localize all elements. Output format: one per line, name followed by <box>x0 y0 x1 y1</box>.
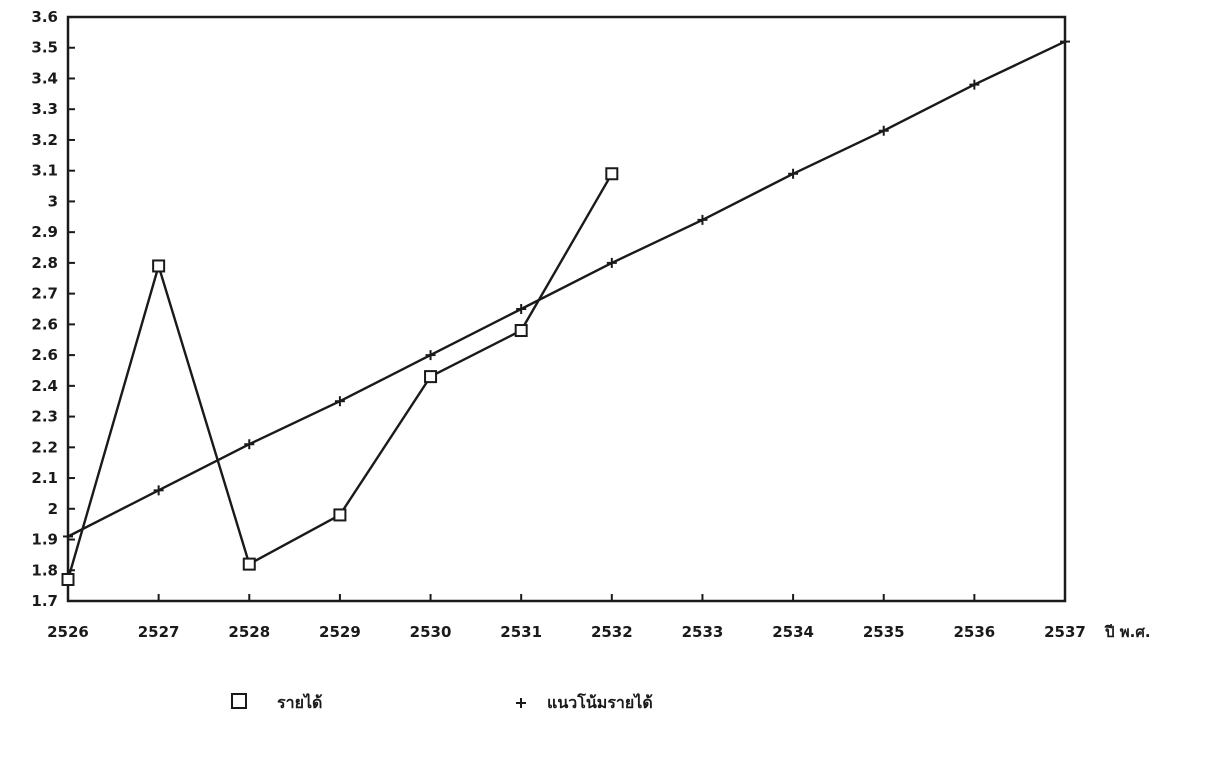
data-point-trend <box>969 79 980 90</box>
x-tick-label: 2526 <box>47 623 89 641</box>
y-tick-label: 3.5 <box>31 39 58 57</box>
legend-marker-trend <box>516 698 526 708</box>
data-point-trend <box>63 531 73 542</box>
y-tick-label: 2.6 <box>31 346 58 364</box>
x-tick-label: 2528 <box>228 623 270 641</box>
x-tick-label: 2527 <box>138 623 180 641</box>
y-tick-label: 2.9 <box>31 223 58 241</box>
legend-label-trend: แนวโน้มรายได้ <box>547 692 653 712</box>
series-line-trend <box>67 40 1066 538</box>
data-point-income <box>333 508 347 522</box>
series-markers <box>61 36 1070 586</box>
y-tick-label: 2.3 <box>31 408 58 426</box>
y-axis-tick-labels: 1.7 1.8 1.9 2 2.1 2.2 2.3 2.4 2.6 2.6 2.7 2.8 2.9 3 3.… <box>31 8 58 610</box>
x-tick-label: 2535 <box>863 623 905 641</box>
y-tick-label: 1.7 <box>31 592 58 610</box>
data-point-trend <box>425 350 436 361</box>
y-tick-label: 3.3 <box>31 100 58 118</box>
y-tick-label: 2.1 <box>31 469 58 487</box>
data-point-trend <box>878 125 889 136</box>
y-tick-label: 2.8 <box>31 254 58 272</box>
x-axis-tick-labels: 2526 2527 2528 2529 2530 2531 2532 2533 2534 2535… <box>47 623 1086 641</box>
data-point-trend <box>516 304 527 314</box>
y-tick-label: 3.2 <box>31 131 58 149</box>
data-point-income <box>514 324 528 338</box>
x-tick-label: 2530 <box>410 623 452 641</box>
data-point-trend <box>1060 36 1070 47</box>
x-tick-label: 2536 <box>953 623 995 641</box>
y-tick-label: 2.6 <box>31 315 58 333</box>
legend: รายได้ แนวโน้มรายได้ <box>231 692 653 712</box>
y-tick-label: 1.9 <box>31 531 58 549</box>
data-point-trend <box>697 214 708 225</box>
y-tick-label: 2.4 <box>31 377 58 395</box>
data-point-income <box>242 557 256 571</box>
data-point-income <box>152 259 166 273</box>
y-tick-label: 3 <box>48 192 58 210</box>
data-point-trend <box>153 485 164 496</box>
plot-frame <box>66 15 1067 603</box>
legend-label-income: รายได้ <box>277 693 322 712</box>
data-point-trend <box>334 396 345 407</box>
data-point-trend <box>244 439 255 450</box>
x-tick-label: 2529 <box>319 623 361 641</box>
y-tick-label: 2 <box>48 500 58 518</box>
data-point-income <box>605 167 619 181</box>
data-point-trend <box>606 257 617 268</box>
data-point-income <box>424 370 438 384</box>
series-lines <box>66 40 1066 580</box>
y-tick-label: 2.2 <box>31 438 58 456</box>
y-tick-label: 1.8 <box>31 561 58 579</box>
x-tick-label: 2532 <box>591 623 633 641</box>
x-tick-label: 2533 <box>682 623 724 641</box>
data-point-income <box>61 572 75 586</box>
data-point-trend <box>788 168 799 179</box>
x-tick-label: 2531 <box>500 623 542 641</box>
y-tick-label: 3.1 <box>31 162 58 180</box>
y-tick-label: 2.7 <box>31 285 58 303</box>
axis-tick-marks <box>67 16 1066 602</box>
y-tick-label: 3.6 <box>31 8 58 26</box>
legend-marker-income <box>231 693 247 709</box>
y-tick-label: 3.4 <box>31 69 58 87</box>
x-tick-label: 2534 <box>772 623 814 641</box>
x-axis-label: ปี พ.ศ. <box>1104 623 1151 641</box>
x-tick-label: 2537 <box>1044 623 1086 641</box>
